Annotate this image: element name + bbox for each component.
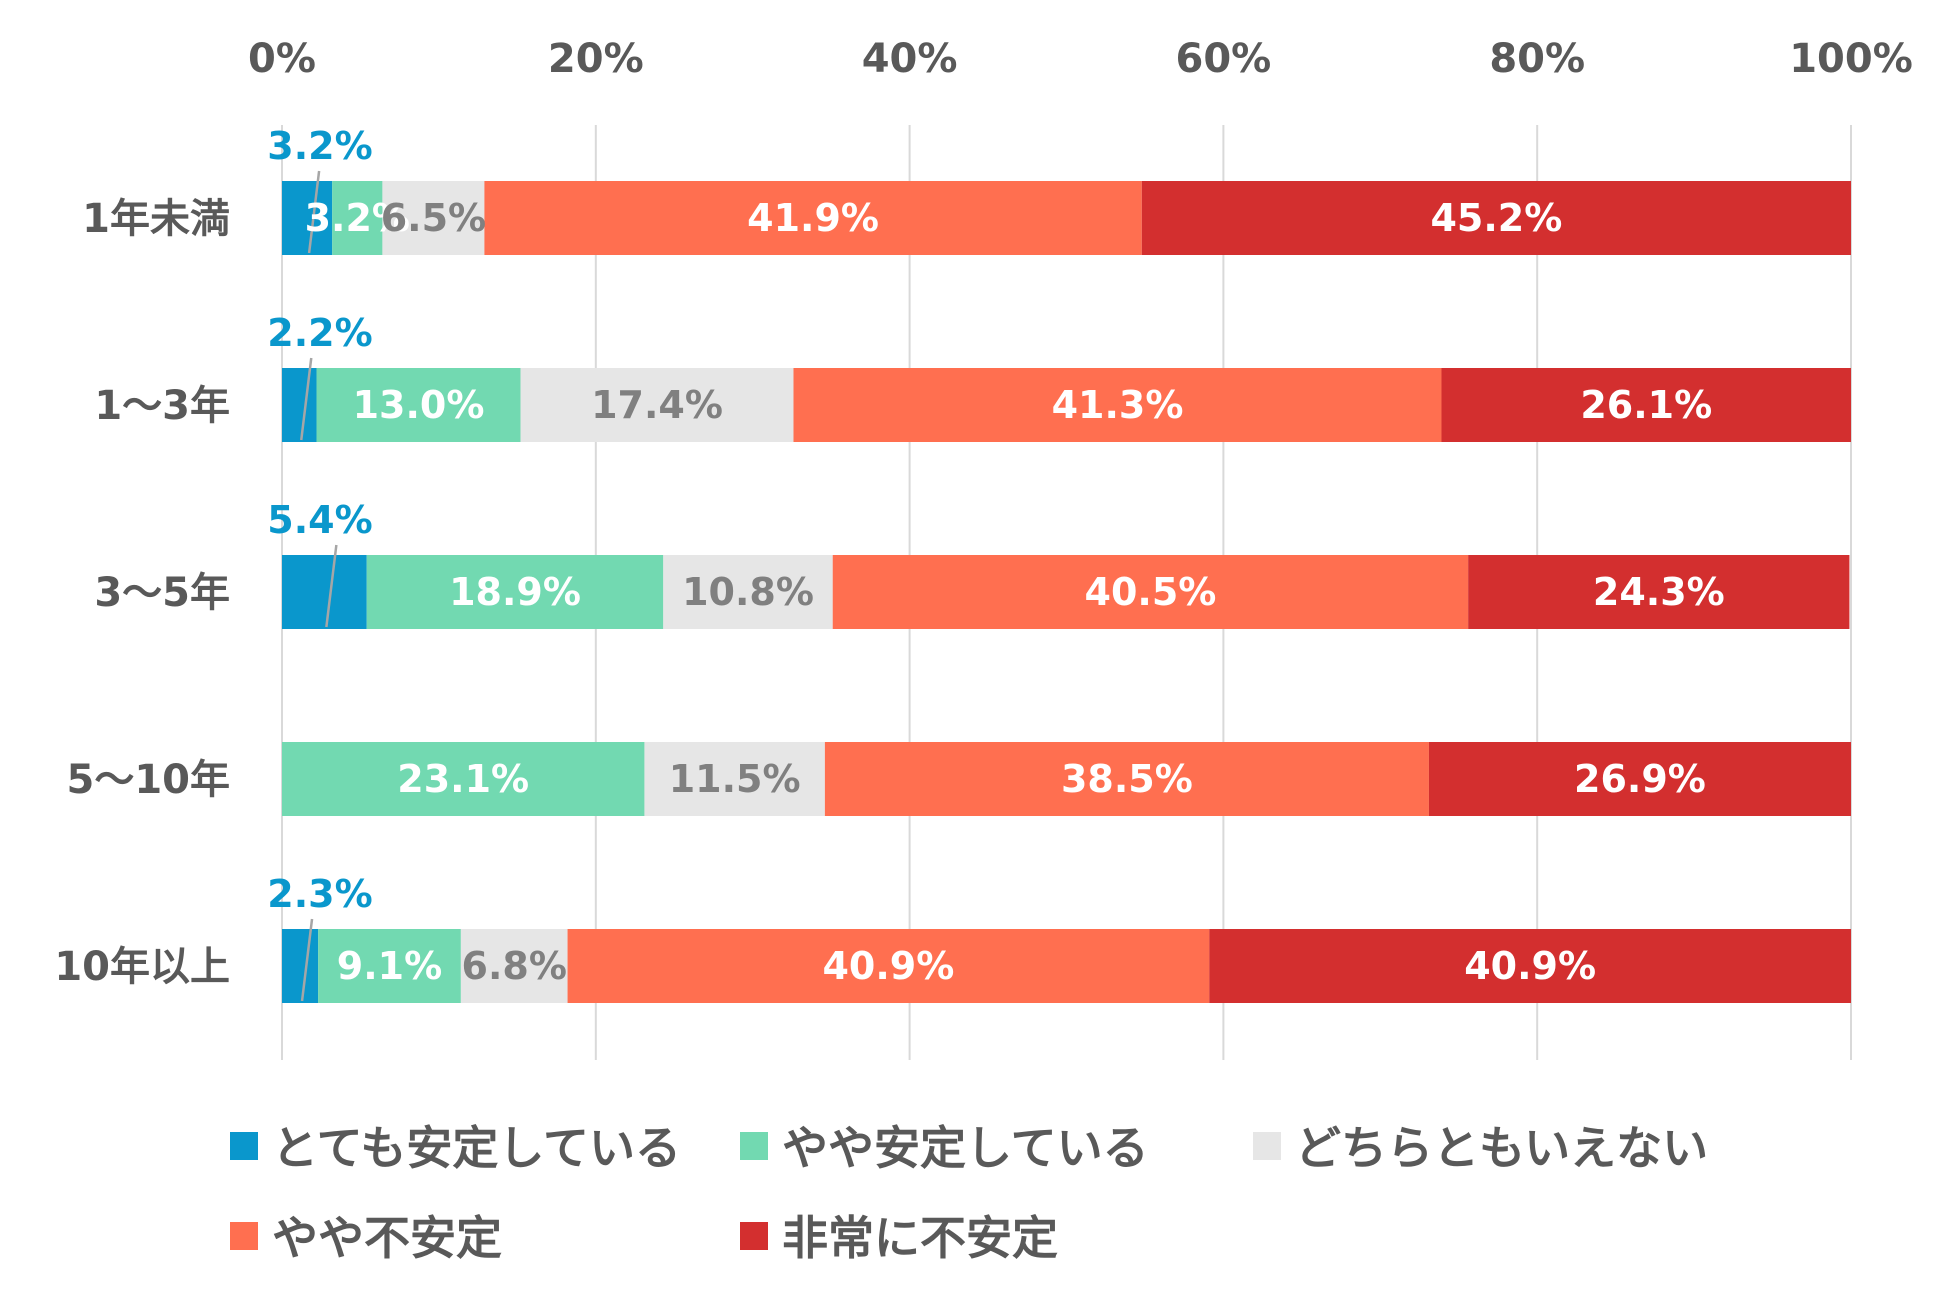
legend-swatch [230,1132,258,1160]
legend-swatch [740,1222,768,1250]
legend-label: やや安定している [782,1121,1149,1175]
category-label: 1年未満 [82,196,230,242]
bar-segment [1209,929,1851,1003]
bar-segment [1441,368,1851,442]
data-label: 3.2% [267,124,372,168]
data-label: 6.5% [381,196,486,240]
data-label: 41.9% [747,196,879,240]
bar-segment [644,742,825,816]
leader-line [300,357,313,441]
leader-line [325,544,338,628]
data-label: 18.9% [449,570,581,614]
data-label: 45.2% [1430,196,1562,240]
x-tick-label: 20% [548,36,644,82]
leader-line [300,918,314,1002]
bar-segments [282,181,1851,1003]
data-label: 41.3% [1052,383,1184,427]
data-labels: 3.2% 3.2%6.5% 41.9% 45.2% 2.2% 13.0% 17.4% 41.3… [267,124,1724,988]
data-label: 6.8% [462,944,567,988]
bar-segment [366,555,664,629]
legend-label: やや不安定 [272,1211,502,1265]
data-label: 3.2% [305,196,410,240]
bar-segment [282,181,333,255]
leader-line [307,170,321,254]
x-tick-label: 0% [248,36,316,82]
data-label: 9.1% [337,944,442,988]
bar-segment [318,929,461,1003]
legend-label: 非常に不安定 [782,1211,1058,1265]
x-tick-label: 60% [1176,36,1272,82]
data-label: 2.2% [267,311,372,355]
bar-segment [316,368,521,442]
legend-label: とても安定している [272,1121,681,1175]
category-labels: 1年未満 1～3年 3～5年 5～10年 10年以上 [54,196,230,990]
data-label: 40.9% [822,944,954,988]
data-label: 38.5% [1061,757,1193,801]
bar-segment [520,368,794,442]
data-label: 5.4% [267,498,372,542]
data-label: 40.5% [1085,570,1217,614]
bar-segment [793,368,1442,442]
bar-segment [282,742,645,816]
data-label: 11.5% [669,757,801,801]
data-label: 23.1% [397,757,529,801]
category-label: 5～10年 [67,757,231,803]
data-label: 13.0% [353,383,485,427]
data-label: 40.9% [1464,944,1596,988]
bar-segment [282,929,319,1003]
category-label: 1～3年 [94,383,230,429]
data-label: 2.3% [267,872,372,916]
data-label: 10.8% [682,570,814,614]
category-label: 10年以上 [54,944,230,990]
x-tick-label: 80% [1489,36,1585,82]
bar-segment [382,181,485,255]
bar-segment [824,742,1429,816]
x-axis-tick-labels: 0% 20% 40% 60% 80% 100% [248,36,1913,82]
bar-segment [1468,555,1850,629]
data-label: 24.3% [1593,570,1725,614]
legend-label: どちらともいえない [1295,1121,1708,1175]
legend-swatch [740,1132,768,1160]
category-label: 3～5年 [94,570,230,616]
data-label: 17.4% [591,383,723,427]
data-label: 26.9% [1574,757,1706,801]
bar-segment [1428,742,1851,816]
x-tick-label: 100% [1789,36,1913,82]
bar-segment [1141,181,1851,255]
bar-segment [282,555,367,629]
bar-segment [567,929,1210,1003]
bar-segment [332,181,383,255]
bar-segment [663,555,833,629]
legend-swatch [1253,1132,1281,1160]
data-label: 26.1% [1580,383,1712,427]
bar-segment [832,555,1469,629]
bar-segment [282,368,317,442]
leader-lines [300,170,338,1002]
bar-segment [484,181,1142,255]
bar-segment [460,929,568,1003]
x-tick-label: 40% [862,36,958,82]
legend-swatch [230,1222,258,1250]
